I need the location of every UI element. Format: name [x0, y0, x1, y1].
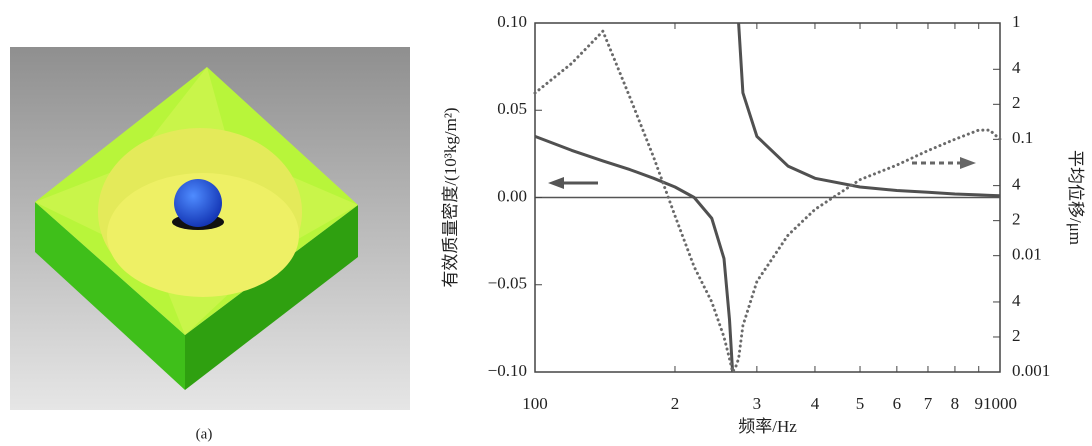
y2-tick-label: 2	[1012, 93, 1021, 112]
y-axis-label: 有效质量密度/(10³kg/m²)	[441, 107, 460, 287]
y2-tick-label: 4	[1012, 291, 1021, 310]
x-tick-label: 4	[811, 394, 820, 413]
y2-tick-label: 2	[1012, 210, 1021, 229]
y2-tick-label: 0.1	[1012, 128, 1033, 147]
x-tick-label: 2	[671, 394, 680, 413]
x-tick-label: 9	[974, 394, 983, 413]
arrow-left-head	[548, 177, 564, 189]
figure: (a) 100 2 3 4 5 6 7891000 −0.10 −0.05 0.00 0.05 0.1…	[0, 0, 1092, 446]
y-tick-label: 0.00	[497, 186, 527, 205]
y-tick-label: 0.05	[497, 99, 527, 118]
y2-tick-label: 0.01	[1012, 245, 1042, 264]
x-axis-label: 频率/Hz	[738, 417, 797, 436]
x-tick-label: 5	[856, 394, 865, 413]
y2-tick-label: 2	[1012, 326, 1021, 345]
x-tick-label: 6	[893, 394, 902, 413]
x-tick-label: 3	[753, 394, 762, 413]
mass	[174, 179, 222, 227]
x-tick-label: 100	[522, 394, 548, 413]
panel-label: (a)	[196, 426, 213, 442]
x-tick-label: 7	[924, 394, 933, 413]
series-line	[535, 31, 1000, 372]
model-render: (a)	[10, 47, 410, 442]
y2-tick-label: 0.001	[1012, 361, 1050, 380]
y-tick-label: −0.05	[488, 274, 527, 293]
x-tick-label: 8	[951, 394, 960, 413]
y2-tick-label: 4	[1012, 58, 1021, 77]
y-tick-label: −0.10	[488, 361, 527, 380]
y2-tick-label: 1	[1012, 12, 1021, 31]
y-tick-label: 0.10	[497, 12, 527, 31]
y2-axis-label: 平均位移/μm	[1066, 150, 1085, 245]
x-tick-label: 1000	[983, 394, 1017, 413]
y2-tick-label: 4	[1012, 175, 1021, 194]
arrow-right-head	[960, 157, 976, 169]
